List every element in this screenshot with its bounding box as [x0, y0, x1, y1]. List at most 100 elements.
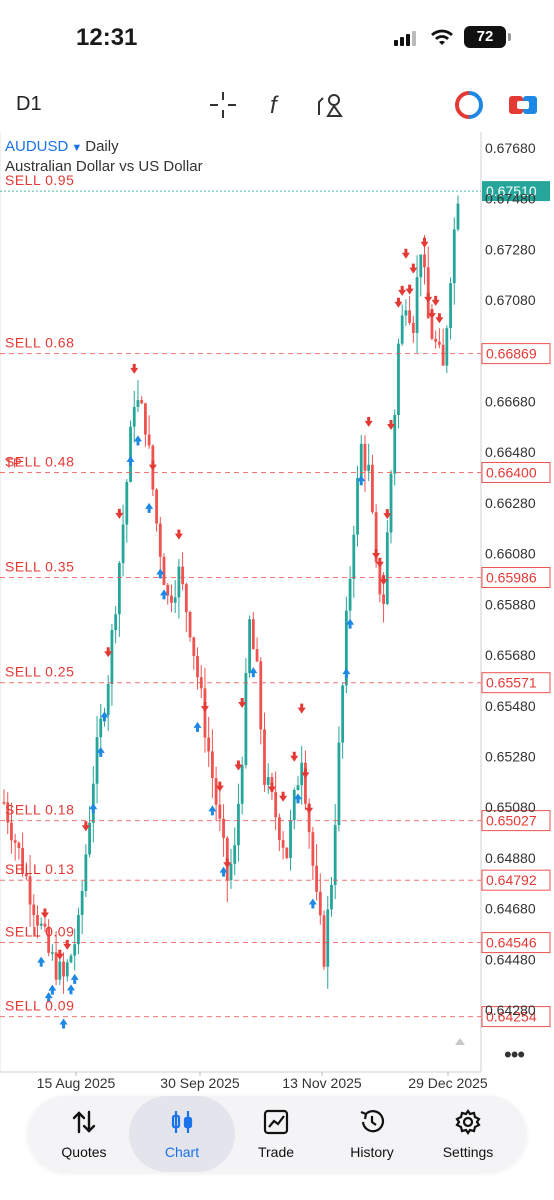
candle — [155, 488, 158, 532]
candle-body — [359, 443, 363, 478]
order-price-tag — [481, 672, 551, 694]
symbol-dropdown-icon[interactable]: ▼ — [71, 142, 83, 154]
candle — [411, 315, 415, 343]
sell-arrow-marker — [427, 309, 436, 320]
nav-trade[interactable]: Trade — [228, 1096, 324, 1172]
buy-arrow-marker — [193, 721, 202, 732]
candle-body — [91, 783, 95, 823]
order-price-tag — [481, 869, 551, 891]
candle-body — [389, 473, 393, 533]
candle-body — [39, 923, 43, 926]
candle-body — [289, 820, 292, 858]
candle — [10, 802, 13, 854]
timeframe-button[interactable]: D1 — [16, 93, 42, 115]
nav-quotes[interactable]: Quotes — [36, 1096, 132, 1172]
price-axis-label: 0.65880 — [485, 596, 536, 612]
candle — [222, 804, 225, 857]
candle-body — [426, 267, 430, 319]
nav-settings[interactable]: Settings — [420, 1096, 516, 1172]
price-axis-label: 0.64680 — [485, 901, 536, 917]
candle — [147, 415, 151, 449]
candle-body — [125, 481, 129, 525]
candle — [47, 919, 51, 957]
battery-icon: 72 — [464, 26, 511, 48]
sell-arrow-marker — [40, 908, 49, 919]
order-price-tag — [481, 810, 551, 832]
sell-arrow-marker — [234, 760, 243, 771]
price-chart[interactable]: SELL 0.95 0.67510 SELL 0.68 0.66869 SELL 0.4… — [0, 132, 554, 1100]
sell-arrow-marker — [104, 647, 113, 658]
candle-body — [255, 649, 259, 662]
order-level-label: SELL 0.09 — [5, 998, 74, 1014]
candle — [192, 636, 196, 670]
candle-body — [21, 848, 25, 874]
order-level-label: SELL 0.25 — [5, 664, 74, 680]
candle-body — [281, 840, 285, 848]
candle — [255, 637, 259, 663]
sell-arrow-marker — [174, 529, 183, 540]
candle — [6, 792, 10, 835]
candle-body — [248, 619, 252, 674]
order-price-value: 0.64546 — [486, 935, 537, 951]
candle-body — [110, 630, 114, 685]
symbol-name[interactable]: AUDUSD — [5, 138, 69, 155]
candle — [426, 246, 430, 319]
chart-canvas[interactable]: SELL 0.95 0.67510 SELL 0.68 0.66869 SELL 0.4… — [0, 132, 554, 1100]
candle-body — [326, 909, 330, 967]
candle — [214, 766, 218, 821]
candle-body — [341, 685, 345, 743]
candle-body — [181, 566, 185, 585]
indicators-icon[interactable]: f — [260, 88, 294, 122]
candle-body — [393, 414, 397, 474]
order-level-label: SELL 0.13 — [5, 861, 74, 877]
candle — [184, 582, 188, 633]
one-click-trading-icon[interactable] — [506, 88, 540, 122]
candle — [281, 830, 285, 860]
candle-body — [315, 865, 318, 892]
symbol-header[interactable]: AUDUSD ▼ Daily — [5, 138, 119, 155]
candle — [136, 380, 140, 413]
time-axis-label: 30 Sep 2025 — [160, 1075, 240, 1091]
candle-body — [88, 822, 91, 855]
candle-body — [374, 512, 378, 563]
candle — [237, 783, 240, 862]
candle — [88, 805, 91, 858]
candle — [300, 746, 304, 805]
candle — [318, 873, 322, 925]
status-time: 12:31 — [76, 24, 138, 51]
price-axis-label: 0.66680 — [485, 394, 536, 410]
candle — [225, 836, 229, 903]
candle — [385, 520, 389, 606]
candle-body — [415, 277, 419, 333]
sell-arrow-marker — [279, 791, 288, 802]
history-icon — [360, 1110, 385, 1133]
candle — [73, 928, 77, 971]
candle — [140, 396, 144, 405]
buy-arrow-marker — [219, 866, 228, 877]
price-axis-label: 0.67680 — [485, 140, 536, 156]
objects-icon[interactable] — [314, 88, 348, 122]
order-price-value: 0.65571 — [486, 675, 537, 691]
price-axis-label: 0.67080 — [485, 292, 536, 308]
candle — [170, 584, 173, 613]
candle — [434, 330, 438, 349]
candle-body — [6, 802, 10, 823]
nav-history[interactable]: History — [324, 1096, 420, 1172]
candle — [80, 880, 84, 935]
candle-body — [10, 822, 13, 841]
buy-arrow-marker — [293, 793, 302, 804]
buy-arrow-marker — [308, 898, 317, 909]
candle — [341, 682, 345, 759]
candle — [348, 566, 352, 624]
candle — [13, 833, 17, 861]
crosshair-icon[interactable] — [206, 88, 240, 122]
candle — [129, 420, 132, 483]
candle-body — [322, 915, 326, 967]
sell-arrow-marker — [215, 781, 224, 792]
nav-chart[interactable]: Chart — [129, 1096, 235, 1172]
candle-body — [449, 283, 452, 329]
trade-toggle-icon[interactable] — [452, 88, 486, 122]
buy-arrow-marker — [357, 475, 366, 486]
more-dots-icon[interactable]: ••• — [504, 1042, 525, 1067]
price-axis-label: 0.64280 — [485, 1002, 536, 1018]
